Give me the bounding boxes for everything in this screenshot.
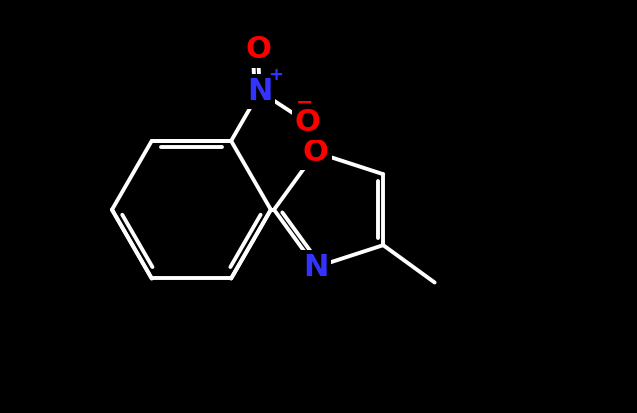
Text: +: + xyxy=(268,66,283,85)
Text: O: O xyxy=(245,36,271,64)
Text: O: O xyxy=(303,138,329,167)
Text: −: − xyxy=(296,93,313,112)
Text: O: O xyxy=(295,108,320,137)
Text: N: N xyxy=(247,77,273,106)
Text: N: N xyxy=(303,253,329,282)
